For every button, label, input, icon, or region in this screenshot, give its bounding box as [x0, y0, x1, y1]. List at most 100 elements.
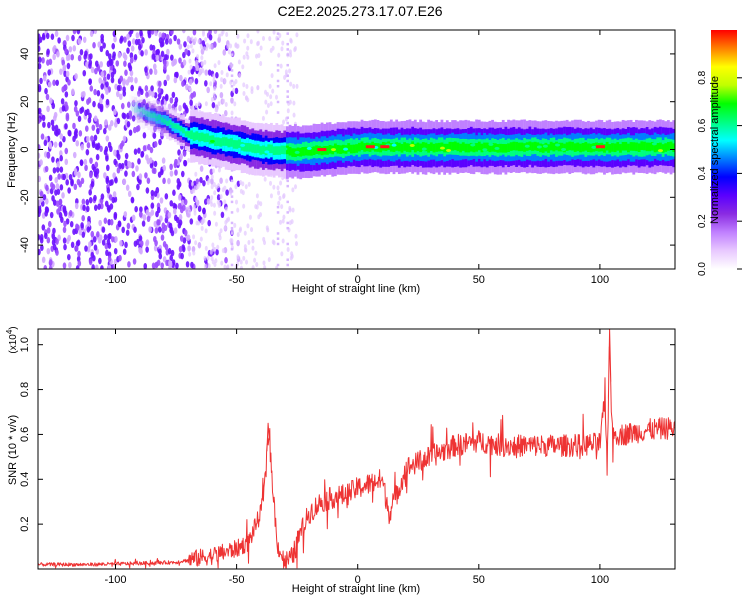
noise-blob	[86, 98, 90, 105]
noise-blob	[256, 30, 260, 34]
noise-blob	[246, 223, 250, 229]
noise-blob	[291, 207, 295, 213]
noise-blob	[281, 218, 285, 224]
noise-blob	[211, 168, 215, 174]
noise-blob	[178, 57, 182, 64]
band-cell	[243, 142, 247, 152]
noise-blob	[280, 46, 284, 52]
noise-blob	[131, 170, 136, 178]
noise-blob	[167, 247, 172, 255]
noise-blob	[77, 38, 82, 45]
noise-blob	[294, 241, 298, 247]
noise-blob	[152, 132, 157, 139]
band-speckle	[561, 147, 567, 151]
noise-blob	[114, 236, 118, 243]
noise-blob	[93, 204, 98, 211]
noise-blob	[178, 105, 182, 112]
noise-blob	[80, 222, 84, 229]
noise-blob	[52, 243, 57, 251]
noise-blob	[46, 247, 51, 255]
noise-blob	[100, 71, 105, 78]
noise-blob	[218, 201, 222, 207]
noise-blob	[130, 196, 135, 204]
noise-blob	[122, 248, 127, 255]
noise-blob	[107, 206, 111, 213]
noise-blob	[170, 249, 175, 257]
noise-streak	[230, 179, 234, 183]
noise-blob	[282, 119, 286, 125]
band-cell	[603, 144, 606, 153]
band-cell	[251, 144, 255, 153]
noise-blob	[112, 191, 117, 198]
noise-blob	[58, 141, 63, 148]
band-cell	[155, 113, 159, 124]
noise-blob	[236, 232, 240, 238]
noise-blob	[143, 263, 148, 269]
band-cell	[131, 102, 135, 113]
noise-blob	[266, 103, 270, 109]
noise-blob	[161, 32, 166, 39]
noise-blob	[176, 177, 181, 185]
band-cell	[307, 147, 311, 156]
noise-blob	[251, 265, 255, 269]
noise-blob	[134, 38, 139, 46]
noise-blob	[190, 36, 194, 42]
noise-blob	[60, 216, 64, 223]
noise-blob	[107, 264, 112, 269]
noise-blob	[49, 211, 54, 219]
snr-y-ticks: 0.2 0.4 0.6 0.8 1.0	[19, 337, 675, 532]
band-cell	[248, 143, 252, 152]
noise-blob	[242, 54, 246, 60]
noise-blob	[202, 46, 206, 52]
noise-blob	[137, 113, 141, 120]
noise-streak	[276, 100, 280, 104]
noise-blob	[255, 204, 259, 210]
band-cell	[619, 144, 622, 153]
noise-blob	[72, 151, 77, 159]
noise-blob	[223, 185, 227, 191]
noise-blob	[265, 225, 269, 231]
noise-blob	[65, 114, 70, 122]
noise-blob	[119, 37, 123, 44]
noise-blob	[123, 211, 128, 218]
noise-blob	[41, 114, 46, 122]
band-cell	[216, 137, 220, 146]
noise-blob	[163, 224, 168, 232]
band-speckle	[651, 142, 657, 146]
noise-streak	[276, 37, 280, 41]
band-cell	[456, 142, 460, 152]
noise-blob	[63, 220, 67, 228]
noise-blob	[158, 226, 162, 233]
noise-blob	[249, 39, 253, 45]
noise-blob	[292, 112, 296, 118]
noise-blob	[281, 238, 285, 244]
noise-blob	[238, 227, 242, 233]
noise-blob	[146, 215, 151, 223]
band-cell	[259, 146, 263, 155]
noise-blob	[196, 54, 200, 60]
spectrogram-x-ticks: -100 -50 0 50 100	[104, 30, 609, 286]
band-cell	[142, 103, 145, 120]
noise-blob	[199, 44, 203, 50]
noise-blob	[64, 91, 69, 98]
noise-streak	[230, 63, 234, 67]
noise-blob	[189, 64, 193, 70]
noise-blob	[117, 220, 122, 227]
noise-blob	[77, 260, 82, 267]
noise-blob	[176, 38, 181, 45]
noise-blob	[153, 190, 158, 197]
noise-blob	[91, 141, 96, 149]
noise-blob	[187, 85, 191, 91]
band-cell	[232, 140, 236, 149]
band-cell	[445, 143, 449, 153]
noise-blob	[215, 72, 219, 79]
band-cell	[139, 103, 143, 119]
noise-streak	[286, 90, 289, 93]
noise-blob	[203, 263, 207, 269]
noise-blob	[84, 245, 88, 252]
noise-blob	[110, 76, 115, 84]
noise-blob	[223, 110, 228, 117]
noise-blob	[164, 94, 169, 102]
noise-blob	[255, 53, 259, 59]
noise-blob	[51, 124, 56, 132]
